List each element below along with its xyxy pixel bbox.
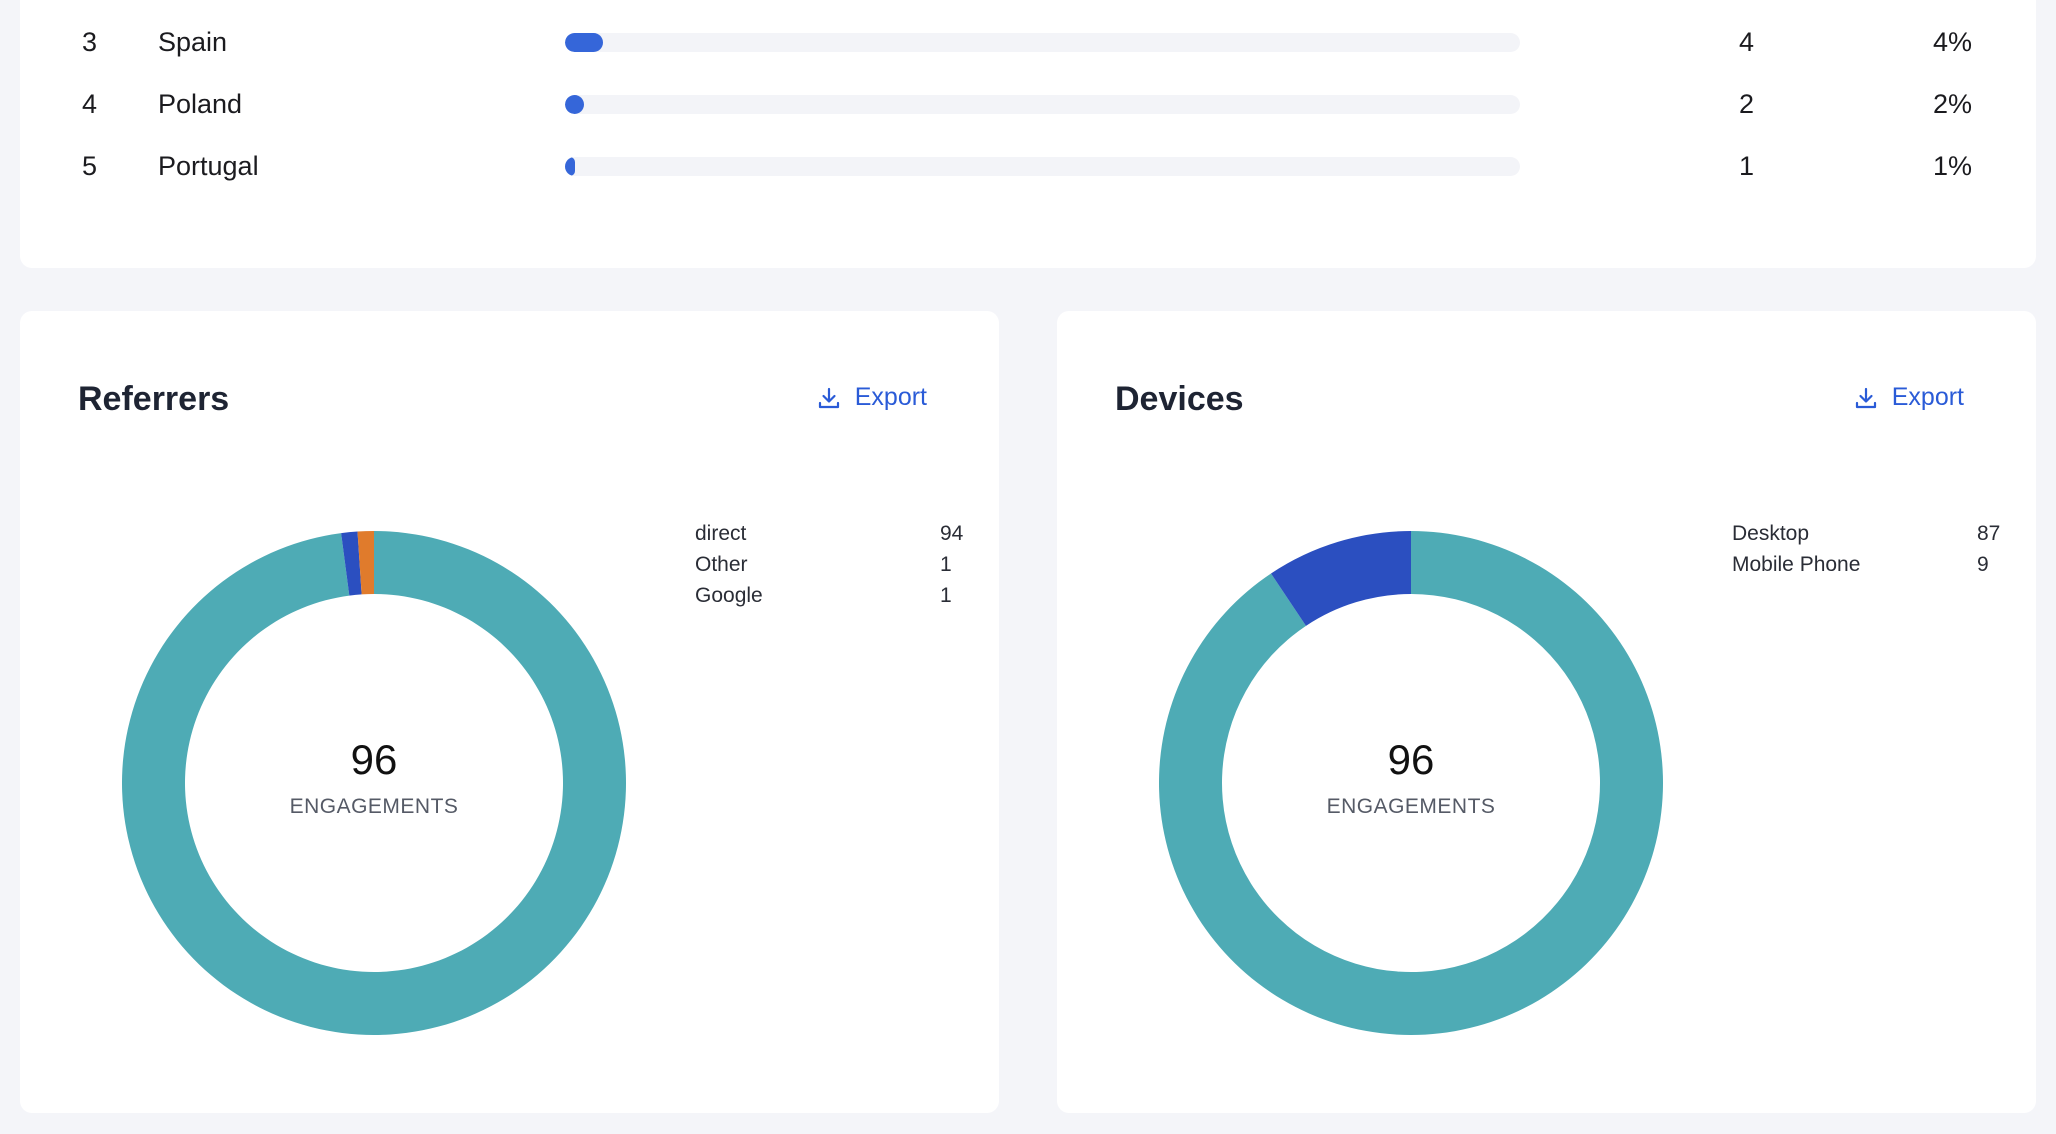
progress-fill [565, 33, 604, 52]
donut-slice-other [341, 531, 362, 596]
count: 4 [1738, 27, 1754, 57]
legend-label: Other [695, 553, 748, 576]
download-icon [1854, 386, 1878, 410]
country-name: Spain [158, 27, 228, 57]
legend-item: Desktop 87 [1732, 518, 2000, 549]
legend-value: 1 [940, 584, 952, 607]
legend-label: Desktop [1732, 522, 1810, 545]
export-button[interactable]: Export [817, 383, 927, 412]
progress-fill [565, 95, 585, 114]
country-name: Poland [158, 89, 243, 119]
legend: Desktop 87 Mobile Phone 9 [1732, 518, 2000, 580]
card-title: Referrers [78, 380, 230, 418]
total-caption: ENGAGEMENTS [1326, 795, 1496, 818]
legend-value: 9 [1977, 553, 1989, 576]
count: 2 [1738, 89, 1754, 119]
table-row: 5 Portugal 1 1% [20, 146, 2036, 186]
export-button[interactable]: Export [1854, 383, 1964, 412]
export-label: Export [1891, 383, 1964, 411]
legend-value: 87 [1977, 522, 2001, 545]
legend: direct 94 Other 1 Google 1 [695, 518, 963, 611]
total-value: 96 [1387, 736, 1435, 783]
country-name: Portugal [158, 151, 259, 181]
percent: 2% [1932, 89, 1972, 119]
export-label: Export [854, 383, 927, 411]
donut-center: 96 ENGAGEMENTS [1159, 531, 1663, 1035]
rank: 5 [82, 151, 98, 181]
percent: 1% [1932, 151, 1972, 181]
rank: 4 [82, 89, 98, 119]
devices-donut-chart [1159, 531, 1663, 1035]
legend-value: 1 [940, 553, 952, 576]
legend-label: direct [695, 522, 747, 545]
donut-slice-mobile-phone [1270, 531, 1411, 626]
donut-center: 96 ENGAGEMENTS [122, 531, 626, 1035]
total-value: 96 [350, 736, 398, 783]
download-icon [817, 386, 841, 410]
progress-track [565, 33, 1520, 52]
total-caption: ENGAGEMENTS [289, 795, 459, 818]
referrers-card: Referrers Export 96 ENGAGEMENTS direct 9… [20, 311, 999, 1113]
legend-value: 94 [940, 522, 964, 545]
progress-track [565, 95, 1520, 114]
count: 1 [1738, 151, 1754, 181]
legend-label: Mobile Phone [1732, 553, 1861, 576]
legend-item: Other 1 [695, 549, 955, 580]
devices-card: Devices Export 96 ENGAGEMENTS Desktop 87… [1057, 311, 2036, 1113]
donut-slice-google [357, 531, 374, 595]
legend-item: Mobile Phone 9 [1732, 549, 1992, 580]
percent: 4% [1932, 27, 1972, 57]
progress-track [565, 157, 1520, 176]
table-row: 3 Spain 4 4% [20, 22, 2036, 62]
countries-card: 3 Spain 4 4% 4 Poland 2 2% 5 Portugal 1 … [20, 0, 2036, 268]
rank: 3 [82, 27, 98, 57]
progress-fill [565, 157, 575, 176]
legend-label: Google [695, 584, 763, 607]
card-title: Devices [1115, 380, 1244, 418]
legend-item: direct 94 [695, 518, 963, 549]
table-row: 4 Poland 2 2% [20, 84, 2036, 124]
referrers-donut-chart [122, 531, 626, 1035]
legend-item: Google 1 [695, 580, 955, 611]
